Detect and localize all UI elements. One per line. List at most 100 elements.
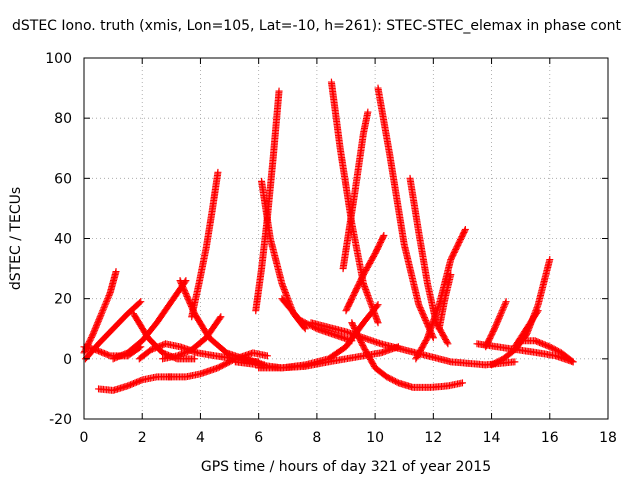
x-tick-label: 14 <box>483 430 501 446</box>
data-point <box>490 325 498 333</box>
series-track <box>164 349 271 381</box>
data-point <box>447 271 455 279</box>
y-tick-label: -20 <box>49 412 72 428</box>
data-point <box>493 319 501 327</box>
data-marks <box>80 78 577 394</box>
series-track <box>95 373 175 394</box>
data-point <box>502 298 510 306</box>
x-tick-label: 4 <box>196 430 205 446</box>
grid <box>84 58 608 419</box>
data-point <box>444 340 452 348</box>
data-point <box>511 358 519 366</box>
data-point <box>91 326 99 334</box>
data-point <box>104 293 112 301</box>
data-point <box>105 292 113 300</box>
data-point <box>275 87 283 95</box>
x-tick-label: 6 <box>254 430 263 446</box>
data-point <box>458 379 466 387</box>
data-point <box>102 299 110 307</box>
data-point <box>98 308 106 316</box>
y-tick-label: 20 <box>54 292 72 308</box>
data-point <box>136 299 144 307</box>
data-point <box>102 298 110 306</box>
data-point <box>533 308 541 316</box>
data-point <box>104 295 112 303</box>
series-track <box>342 231 388 315</box>
data-point <box>494 316 502 324</box>
data-point <box>191 355 199 363</box>
data-point <box>501 301 509 309</box>
x-tick-label: 12 <box>424 430 442 446</box>
y-tick-label: 80 <box>54 111 72 127</box>
series-track <box>339 108 372 273</box>
data-point <box>95 316 103 324</box>
y-tick-label: 100 <box>45 51 72 67</box>
data-point <box>216 314 224 322</box>
data-point <box>499 305 507 313</box>
x-tick-label: 8 <box>312 430 321 446</box>
x-tick-label: 10 <box>366 430 384 446</box>
data-point <box>496 313 504 321</box>
chart-title: dSTEC Iono. truth (xmis, Lon=105, Lat=-1… <box>12 18 622 34</box>
x-tick-label: 0 <box>80 430 89 446</box>
data-point <box>101 302 109 310</box>
data-point <box>92 322 100 330</box>
data-point <box>494 317 502 325</box>
data-point <box>93 320 101 328</box>
series-track <box>435 271 455 333</box>
x-tick-label: 18 <box>599 430 617 446</box>
data-point <box>501 299 509 307</box>
data-point <box>492 322 500 330</box>
data-point <box>500 304 508 312</box>
y-axis-label: dSTEC / TECUs <box>8 187 24 290</box>
data-point <box>94 317 102 325</box>
series-track <box>511 307 542 351</box>
data-point <box>498 308 506 316</box>
x-tick-label: 16 <box>541 430 559 446</box>
data-point <box>103 296 111 304</box>
data-point <box>112 268 120 276</box>
data-point <box>99 305 107 313</box>
data-point <box>101 301 109 309</box>
data-point <box>534 307 542 315</box>
data-point <box>217 313 225 321</box>
data-point <box>263 352 271 360</box>
y-tick-label: 40 <box>54 232 72 248</box>
x-tick-label: 2 <box>138 430 147 446</box>
data-point <box>374 301 382 309</box>
data-point <box>491 323 499 331</box>
data-point <box>137 376 145 384</box>
data-point <box>96 314 104 322</box>
data-point <box>379 233 387 241</box>
data-point <box>461 225 469 233</box>
data-point <box>301 325 309 333</box>
data-point <box>96 313 104 321</box>
series-track <box>81 298 145 363</box>
data-point <box>90 328 98 336</box>
y-tick-label: 0 <box>63 352 72 368</box>
series-track <box>188 168 222 321</box>
data-point <box>498 307 506 315</box>
y-tick-label: 60 <box>54 171 72 187</box>
series-track <box>374 84 437 342</box>
data-point <box>461 227 469 235</box>
series-track <box>252 87 283 315</box>
data-point <box>443 338 451 346</box>
series-track <box>307 319 519 369</box>
data-point <box>214 168 222 176</box>
data-point <box>92 323 100 331</box>
series-track <box>80 268 120 357</box>
series-track <box>348 319 466 391</box>
data-point <box>568 357 576 365</box>
data-point <box>89 331 97 339</box>
data-point <box>492 320 500 328</box>
data-point <box>137 298 145 306</box>
data-point <box>89 329 97 337</box>
series-track <box>159 313 225 363</box>
data-point <box>569 358 577 366</box>
data-point <box>374 319 382 327</box>
data-point <box>97 310 105 318</box>
data-point <box>100 304 108 312</box>
data-point <box>94 319 102 327</box>
